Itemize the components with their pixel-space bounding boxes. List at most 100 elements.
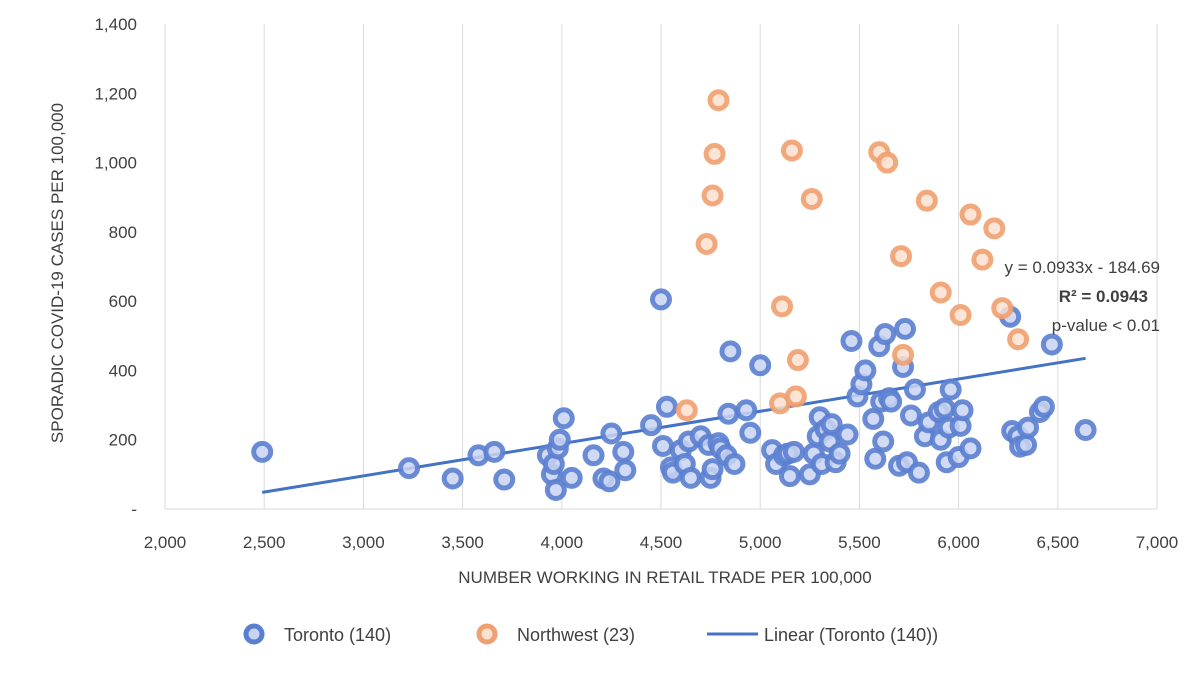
northwest-point <box>695 232 718 255</box>
toronto-point <box>483 440 506 463</box>
northwest-point <box>675 399 698 422</box>
toronto-point <box>600 422 623 445</box>
toronto-point <box>560 466 583 489</box>
toronto-point <box>939 378 962 401</box>
toronto-point <box>894 317 917 340</box>
toronto-point <box>651 434 674 457</box>
legend-label-northwest: Northwest (23) <box>517 625 635 645</box>
x-tick-label: 4,000 <box>541 533 584 552</box>
northwest-point <box>971 248 994 271</box>
toronto-point <box>552 407 575 430</box>
x-tick-label: 3,000 <box>342 533 385 552</box>
y-tick-label: 200 <box>109 431 137 450</box>
toronto-point <box>739 421 762 444</box>
northwest-point <box>800 187 823 210</box>
toronto-point <box>899 404 922 427</box>
toronto-point <box>717 402 740 425</box>
northwest-point <box>784 385 807 408</box>
toronto-point <box>854 359 877 382</box>
northwest-point <box>959 203 982 226</box>
northwest-point <box>1007 328 1030 351</box>
northwest-point <box>780 139 803 162</box>
r-squared-label: R² = 0.0943 <box>1059 287 1148 306</box>
toronto-point <box>548 428 571 451</box>
toronto-point <box>598 470 621 493</box>
x-tick-label: 3,500 <box>441 533 484 552</box>
northwest-point <box>786 349 809 372</box>
y-tick-label: 1,200 <box>94 84 137 103</box>
toronto-point <box>1074 419 1097 442</box>
toronto-point <box>679 466 702 489</box>
northwest-point <box>915 189 938 212</box>
toronto-point <box>1032 395 1055 418</box>
toronto-point <box>719 340 742 363</box>
legend: Toronto (140) Northwest (23) Linear (Tor… <box>243 623 938 645</box>
northwest-point <box>701 184 724 207</box>
northwest-point <box>771 295 794 318</box>
toronto-point <box>828 442 851 465</box>
y-tick-label: 1,000 <box>94 154 137 173</box>
toronto-point <box>959 437 982 460</box>
northwest-point <box>707 89 730 112</box>
legend-label-toronto: Toronto (140) <box>284 625 391 645</box>
toronto-point <box>582 444 605 467</box>
toronto-point <box>493 468 516 491</box>
northwest-point <box>983 217 1006 240</box>
gridlines <box>164 24 1158 509</box>
toronto-point <box>749 354 772 377</box>
legend-item-linear: Linear (Toronto (140)) <box>707 625 938 645</box>
x-tick-label: 6,500 <box>1037 533 1080 552</box>
toronto-point <box>880 390 903 413</box>
regression-equation: y = 0.0933x - 184.69 <box>1005 258 1160 277</box>
x-tick-label: 2,000 <box>144 533 187 552</box>
x-tick-label: 7,000 <box>1136 533 1179 552</box>
toronto-point <box>398 457 421 480</box>
legend-label-linear: Linear (Toronto (140)) <box>764 625 938 645</box>
toronto-point <box>655 395 678 418</box>
p-value-label: p-value < 0.01 <box>1052 316 1160 335</box>
toronto-point <box>874 323 897 346</box>
toronto-point <box>951 399 974 422</box>
toronto-point <box>864 447 887 470</box>
toronto-point <box>1017 416 1040 439</box>
northwest-point <box>892 343 915 366</box>
northwest-point <box>876 151 899 174</box>
toronto-point <box>735 399 758 422</box>
toronto-point <box>650 288 672 311</box>
toronto-point <box>1040 333 1063 356</box>
northwest-point <box>991 297 1014 320</box>
legend-marker-toronto <box>243 623 265 645</box>
y-axis-title: SPORADIC COVID-19 CASES PER 100,000 <box>48 103 67 443</box>
toronto-point <box>723 452 746 475</box>
northwest-point <box>949 304 972 326</box>
y-tick-label: 400 <box>109 361 137 380</box>
regression-annotation: y = 0.0933x - 184.69 R² = 0.0943 p-value… <box>1005 258 1160 335</box>
y-tick-label: - <box>131 500 137 519</box>
northwest-point <box>890 245 913 268</box>
northwest-point <box>703 142 726 165</box>
toronto-point <box>251 440 274 463</box>
toronto-point <box>614 459 637 482</box>
northwest-point <box>929 281 952 304</box>
toronto-point <box>701 458 724 481</box>
toronto-point <box>778 465 801 488</box>
toronto-point <box>441 467 464 490</box>
toronto-point <box>544 478 567 501</box>
legend-marker-northwest <box>476 623 498 645</box>
axes: 2,000 2,500 3,000 3,500 4,000 4,500 5,000 5,500… <box>94 15 1178 552</box>
toronto-point <box>836 423 859 446</box>
x-tick-label: 4,500 <box>640 533 683 552</box>
toronto-point <box>907 461 930 484</box>
y-tick-label: 800 <box>109 223 137 242</box>
y-tick-label: 600 <box>109 292 137 311</box>
toronto-point <box>612 440 635 463</box>
x-tick-label: 5,000 <box>739 533 782 552</box>
x-tick-label: 2,500 <box>243 533 286 552</box>
toronto-point <box>820 413 843 436</box>
toronto-point <box>903 378 926 401</box>
toronto-point <box>862 407 885 430</box>
toronto-point <box>640 414 663 437</box>
toronto-point <box>1015 433 1038 456</box>
data-points <box>251 89 1097 501</box>
